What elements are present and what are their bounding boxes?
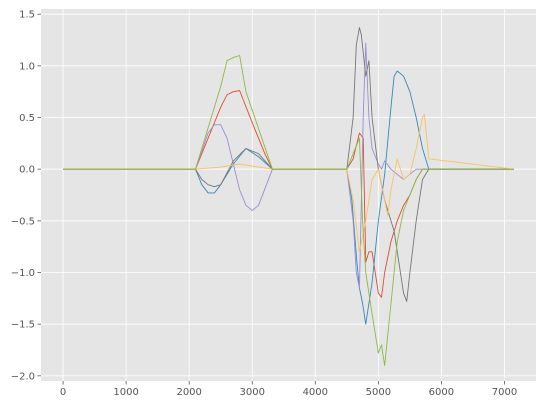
y-tick-label: 0.5 [19,113,35,124]
x-tick-label: 7000 [492,387,517,398]
series-line-1 [63,90,514,298]
x-axis-ticks: 0 1000 2000 3000 4000 5000 6000 7000 [60,381,517,398]
y-tick-label: −1.0 [11,268,35,279]
y-tick-label: −1.5 [11,320,35,331]
series-line-3 [63,42,514,289]
y-tick-label: 0.0 [19,165,35,176]
x-tick-label: 0 [60,387,66,398]
series-line-5 [63,113,514,253]
series-line-4 [63,27,514,302]
series-layer [63,27,514,366]
y-tick-label: 1.0 [19,61,35,72]
y-tick-label: −2.0 [11,371,35,382]
x-tick-label: 1000 [113,387,138,398]
x-tick-label: 4000 [303,387,328,398]
x-tick-label: 2000 [176,387,201,398]
x-tick-label: 3000 [240,387,265,398]
series-line-6 [63,55,514,366]
y-axis-ticks: 1.5 1.0 0.5 0.0 −0.5 −1.0 −1.5 −2.0 [11,10,41,382]
x-tick-label: 6000 [429,387,454,398]
y-tick-label: 1.5 [19,10,35,21]
x-tick-label: 5000 [366,387,391,398]
plot-background [41,9,536,381]
y-tick-label: −0.5 [11,216,35,227]
